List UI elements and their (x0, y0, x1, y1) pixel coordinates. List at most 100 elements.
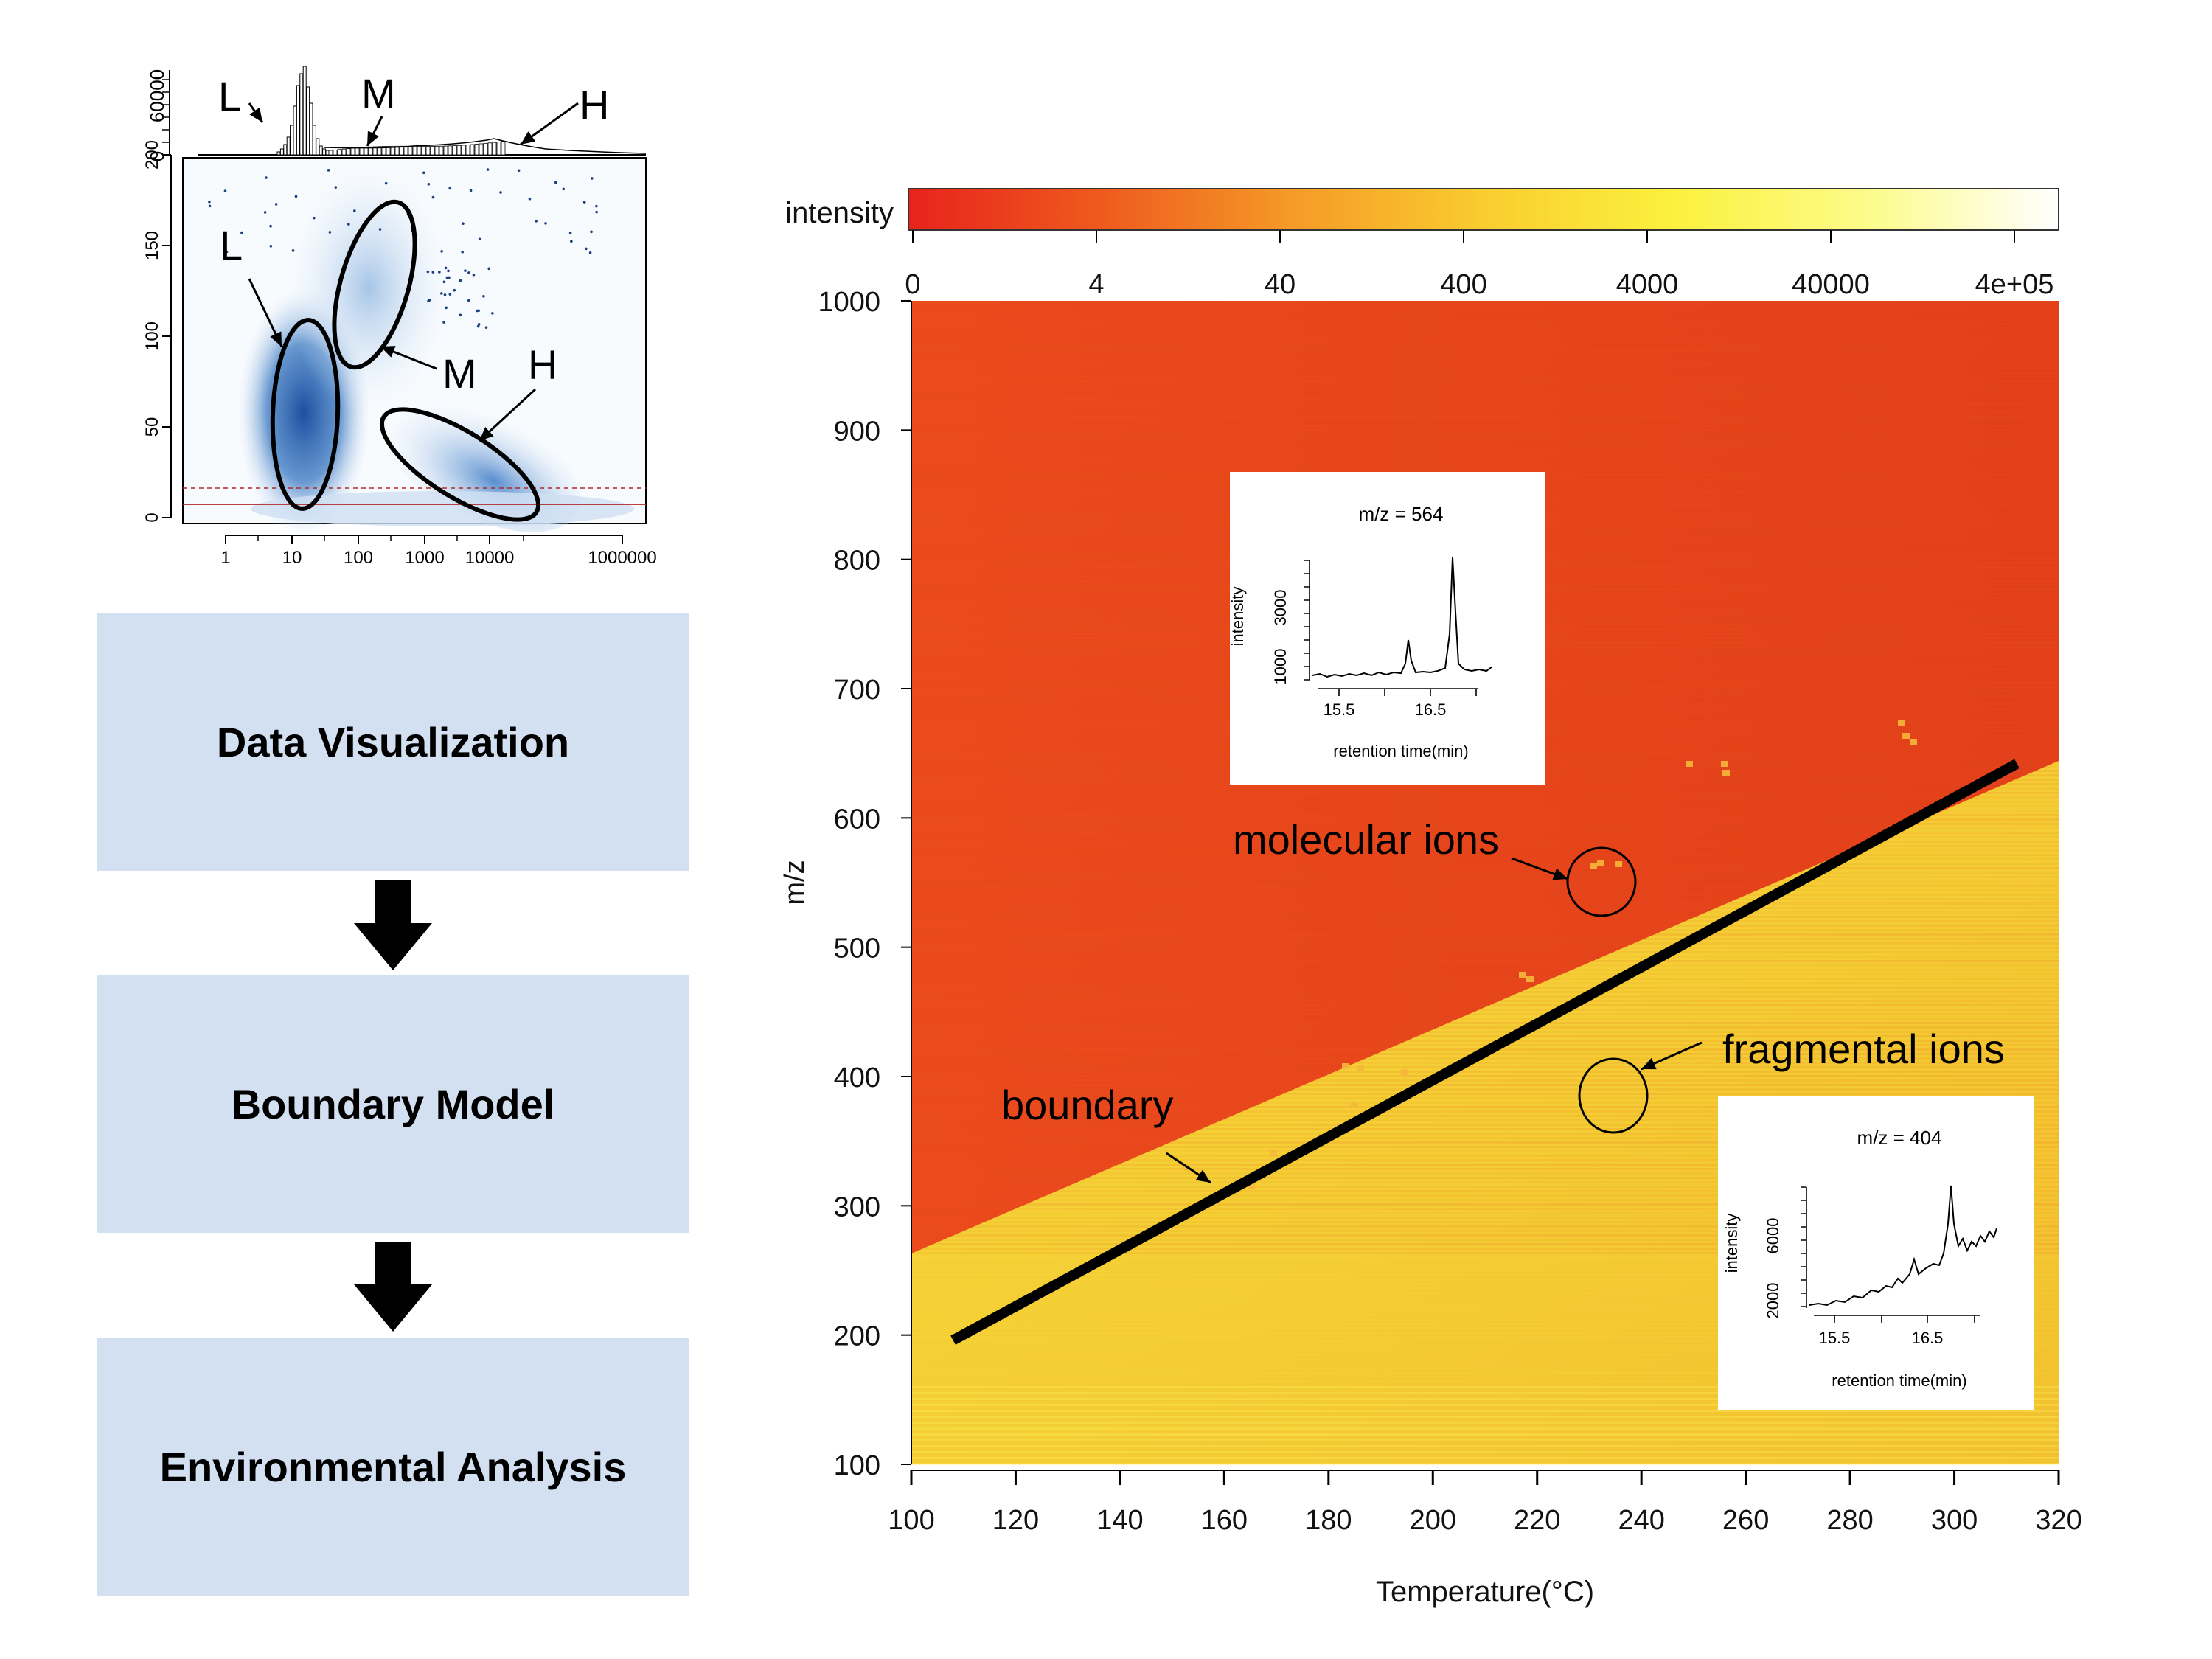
heatmap-stripe (911, 1026, 2059, 1029)
heatmap-y-tick-label: 1000 (818, 287, 880, 318)
density-point (459, 279, 462, 282)
heatmap-stripe (911, 920, 2059, 922)
heatmap-stripe (911, 1398, 2059, 1400)
heatmap-stripe (911, 1380, 2059, 1382)
heatmap-stripe (911, 960, 2059, 962)
heatmap-x-ticks: 100 120 140 160 180 200 220 240 260 280 300 320 (888, 1470, 2082, 1536)
density-point (440, 292, 443, 295)
density-point (208, 204, 212, 208)
density-x-tick-label: 1000 (405, 548, 444, 568)
density-point (517, 169, 521, 173)
heatmap-stripe (911, 442, 2059, 445)
heatmap-stripe (911, 987, 2059, 989)
heatmap-stripe (911, 1292, 2059, 1294)
heatmap-stripe (911, 1394, 2059, 1396)
fragmental-ions-circle (1578, 1057, 1649, 1134)
density-plot: L M H 0 50 100 150 200 1 10 100 1000 10000 100000… (142, 140, 657, 568)
hist-bar (346, 148, 351, 156)
heatmap-stripe (911, 447, 2059, 449)
heatmap-stripe (911, 805, 2059, 807)
heatmap-stripe (911, 1354, 2059, 1356)
heatmap-peak (1270, 1150, 1277, 1156)
heatmap-stripe (911, 1234, 2059, 1237)
density-point (491, 312, 494, 315)
heatmap-stripe (911, 995, 2059, 998)
density-point (431, 195, 435, 199)
fragmental-ions-arrow (1641, 1041, 1703, 1071)
heatmap-peak (1722, 770, 1730, 776)
heatmap-stripe (911, 1427, 2059, 1430)
heatmap-stripe (911, 1404, 2059, 1406)
inset-1-xtick-15.5: 15.5 (1324, 700, 1355, 719)
heatmap-stripe (911, 1318, 2059, 1321)
heatmap-stripe (911, 1225, 2059, 1228)
histogram: 0 60000 L M H (146, 66, 647, 161)
heatmap-stripe (911, 818, 2059, 821)
heatmap-stripe (911, 956, 2059, 958)
heatmap-stripe (911, 925, 2059, 927)
heatmap-stripe (911, 1177, 2059, 1179)
heatmap-stripe (911, 1386, 2059, 1388)
heatmap-stripe (911, 1438, 2059, 1440)
heatmap-peak (1898, 720, 1905, 726)
hist-bar (368, 146, 373, 156)
hist-bar (316, 138, 320, 156)
hist-bar (483, 142, 488, 156)
heatmap-x-tick-label: 320 (2035, 1505, 2081, 1536)
flow-arrow-down-icon (354, 1242, 432, 1332)
heatmap-stripe (911, 1057, 2059, 1060)
heatmap-stripe (911, 416, 2059, 418)
heatmap-peak (1721, 761, 1728, 767)
heatmap-stripe (911, 327, 2059, 330)
heatmap-stripe (911, 1349, 2059, 1352)
density-x-tick-label: 1000000 (588, 548, 656, 568)
heatmap-x-tick-label: 180 (1305, 1505, 1352, 1536)
heatmap-stripe (911, 1422, 2059, 1424)
inset-1-title: m/z = 564 (1359, 503, 1444, 525)
heatmap-stripe (911, 1110, 2059, 1113)
density-point (269, 245, 273, 248)
heatmap-stripe (911, 1212, 2059, 1214)
heatmap-peak (1519, 972, 1526, 978)
heatmap-peaks (1183, 720, 1917, 1189)
heatmap-stripe (911, 1106, 2059, 1108)
density-point (422, 171, 425, 175)
heatmap-stripe (911, 1217, 2059, 1219)
heatmap-peak (1910, 739, 1917, 745)
density-x-tick-label: 100 (344, 548, 373, 568)
heatmap-stripe (911, 420, 2059, 422)
heatmap-stripe (911, 1445, 2059, 1447)
hist-bar (394, 145, 400, 156)
colorbar-tick-label: 400 (1440, 269, 1486, 300)
density-point (478, 237, 481, 241)
density-point (535, 220, 538, 223)
heatmap-stripe (911, 1044, 2059, 1046)
heatmap-stripe (911, 1433, 2059, 1436)
inset-2-trace (1809, 1185, 1997, 1307)
heatmap-stripe (911, 1115, 2059, 1117)
heatmap-stripe (911, 1035, 2059, 1037)
hist-bar (412, 145, 417, 156)
step-label-data-visualization: Data Visualization (216, 718, 570, 765)
hist-bar (293, 105, 297, 156)
inset-mz-564: m/z = 564 intensity 1000 3000 15.5 16.5 … (1228, 472, 1545, 785)
heatmap-stripe (911, 836, 2059, 838)
heatmap-peak (1401, 1069, 1408, 1075)
heatmap-stripe (911, 1124, 2059, 1126)
hist-bar (359, 147, 364, 156)
heatmap-chart: intensity 0 4 40 400 4000 40000 4e+05 100 200 30… (779, 188, 2082, 1608)
heatmap-stripe (911, 933, 2059, 936)
density-y-tick-label: 200 (142, 140, 162, 170)
heatmap-stripe (911, 438, 2059, 440)
hist-bar (312, 125, 316, 156)
heatmap-stripe (911, 1420, 2059, 1422)
heatmap-stripe (911, 1389, 2059, 1391)
density-point (528, 197, 532, 201)
heatmap-stripe (911, 407, 2059, 409)
heatmap-stripe (911, 1093, 2059, 1095)
heatmap-stripe (911, 1150, 2059, 1152)
histogram-bars (276, 66, 506, 156)
heatmap-stripe (911, 376, 2059, 378)
heatmap-stripe (911, 1265, 2059, 1267)
inset-1-xtick-16.5: 16.5 (1415, 700, 1447, 719)
